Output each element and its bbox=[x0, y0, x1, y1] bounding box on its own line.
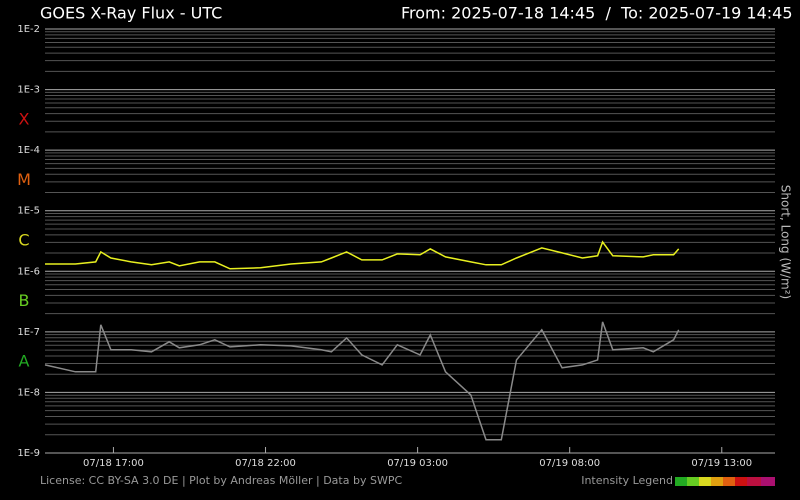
y-tick-label: 1E-8 bbox=[17, 387, 40, 398]
flare-class-label: M bbox=[17, 170, 31, 189]
x-tick-label: 07/19 13:00 bbox=[691, 458, 752, 469]
y-axis-label: Short, Long (W/m²) bbox=[779, 185, 793, 299]
legend-title: Intensity Legend bbox=[581, 474, 673, 487]
series-line bbox=[44, 321, 680, 441]
y-tick-label: 1E-7 bbox=[17, 327, 40, 338]
y-tick-label: 1E-2 bbox=[17, 24, 40, 35]
series-line bbox=[45, 240, 680, 270]
y-tick-label: 1E-3 bbox=[17, 85, 40, 96]
y-tick-label: 1E-6 bbox=[17, 266, 40, 277]
x-tick-label: 07/19 08:00 bbox=[539, 458, 600, 469]
chart-title: GOES X-Ray Flux - UTC bbox=[40, 4, 222, 23]
flare-class-label: X bbox=[19, 109, 30, 128]
x-tick-label: 07/18 17:00 bbox=[83, 458, 144, 469]
chart-subtitle: From: 2025-07-18 14:45 / To: 2025-07-19 … bbox=[401, 4, 793, 23]
flare-class-label: B bbox=[19, 291, 30, 310]
x-tick-label: 07/18 22:00 bbox=[235, 458, 296, 469]
x-tick-label: 07/19 03:00 bbox=[387, 458, 448, 469]
flare-class-label: C bbox=[18, 231, 29, 250]
intensity-legend-bar bbox=[675, 477, 775, 486]
y-tick-label: 1E-4 bbox=[17, 145, 40, 156]
flare-class-label: A bbox=[19, 352, 30, 371]
footer: License: CC BY-SA 3.0 DE | Plot by Andre… bbox=[40, 474, 402, 487]
y-tick-label: 1E-9 bbox=[17, 448, 40, 459]
y-tick-label: 1E-5 bbox=[17, 206, 40, 217]
